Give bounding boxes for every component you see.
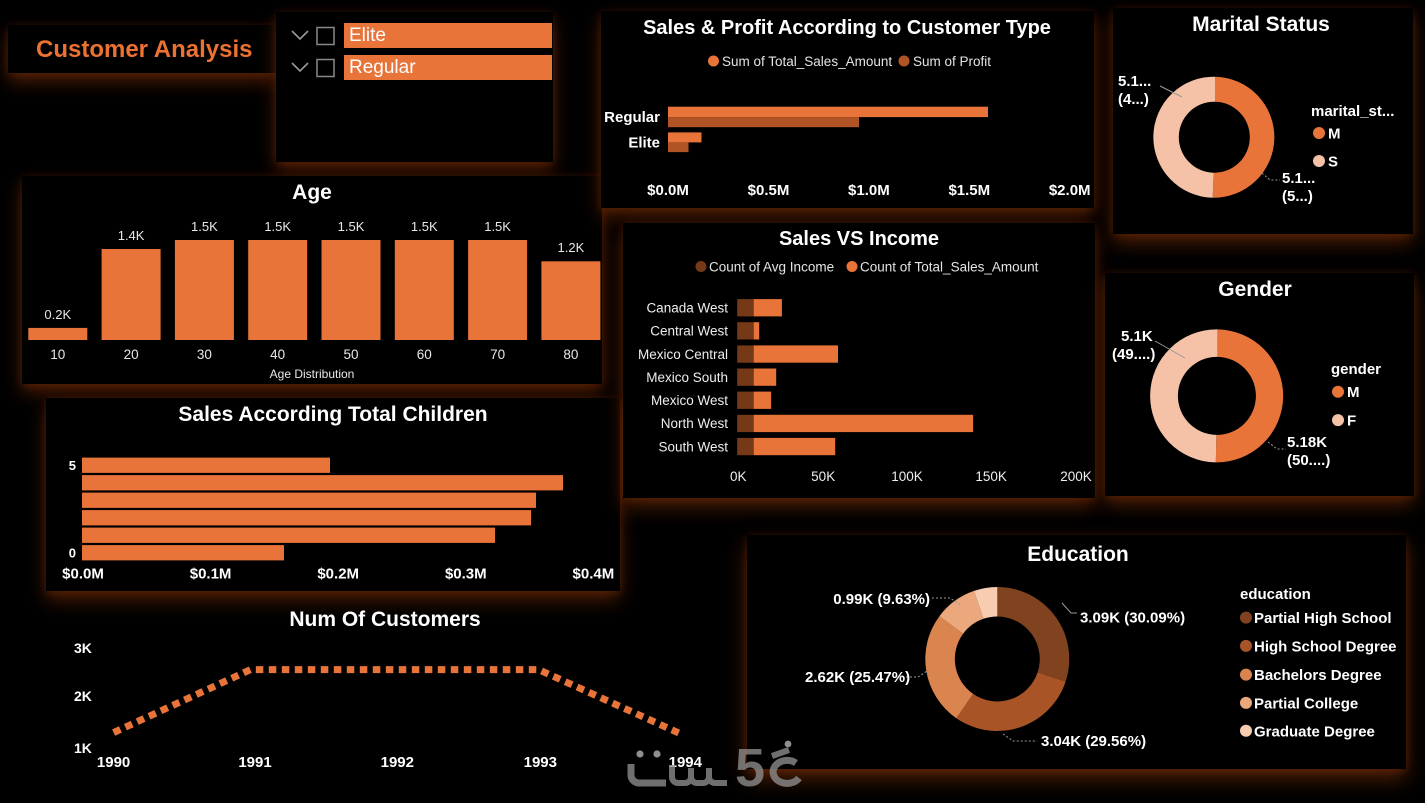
svg-text:3.09K (30.09%): 3.09K (30.09%) — [1080, 610, 1185, 627]
svg-text:Count of Total_Sales_Amount: Count of Total_Sales_Amount — [860, 260, 1039, 275]
svg-text:Count of Avg Income: Count of Avg Income — [709, 260, 834, 275]
svg-text:$1.5M: $1.5M — [948, 182, 990, 199]
svg-text:30: 30 — [197, 347, 212, 362]
svg-text:Sum of Total_Sales_Amount: Sum of Total_Sales_Amount — [722, 54, 892, 69]
svg-text:0.99K (9.63%): 0.99K (9.63%) — [833, 591, 930, 608]
svg-text:80: 80 — [563, 347, 578, 362]
svg-text:$0.5M: $0.5M — [748, 182, 790, 199]
svg-text:0.2K: 0.2K — [44, 307, 71, 322]
svg-text:High School Degree: High School Degree — [1254, 639, 1397, 656]
svg-text:200K: 200K — [1060, 469, 1092, 484]
svg-text:100K: 100K — [891, 469, 923, 484]
svg-text:Mexico West: Mexico West — [651, 393, 728, 408]
svg-text:$2.0M: $2.0M — [1049, 182, 1091, 199]
svg-text:Age Distribution: Age Distribution — [270, 367, 355, 381]
svg-text:gender: gender — [1331, 361, 1381, 378]
svg-text:40: 40 — [270, 347, 285, 362]
svg-text:M: M — [1328, 126, 1341, 143]
svg-text:1.5K: 1.5K — [191, 219, 218, 234]
svg-text:Elite: Elite — [628, 135, 660, 152]
svg-text:2K: 2K — [74, 688, 92, 704]
svg-text:Bachelors Degree: Bachelors Degree — [1254, 667, 1382, 684]
svg-text:(5...): (5...) — [1282, 188, 1313, 205]
svg-text:1.5K: 1.5K — [484, 219, 511, 234]
svg-text:Regular: Regular — [604, 109, 660, 126]
svg-text:5.18K: 5.18K — [1287, 434, 1327, 451]
svg-text:$1.0M: $1.0M — [848, 182, 890, 199]
svg-text:1K: 1K — [74, 740, 92, 756]
svg-text:1994: 1994 — [669, 754, 703, 771]
svg-text:3.04K (29.56%): 3.04K (29.56%) — [1041, 733, 1146, 750]
svg-text:M: M — [1347, 384, 1360, 401]
svg-text:Mexico Central: Mexico Central — [638, 347, 728, 362]
svg-text:1993: 1993 — [524, 754, 557, 771]
svg-text:Mexico South: Mexico South — [646, 370, 728, 385]
svg-text:2.62K (25.47%): 2.62K (25.47%) — [805, 669, 910, 686]
svg-text:S: S — [1328, 154, 1338, 171]
svg-text:$0.1M: $0.1M — [190, 566, 232, 583]
svg-text:1.5K: 1.5K — [338, 219, 365, 234]
svg-text:Sum of Profit: Sum of Profit — [913, 54, 991, 69]
svg-text:50K: 50K — [811, 469, 835, 484]
svg-text:5: 5 — [69, 458, 76, 473]
svg-text:education: education — [1240, 586, 1311, 603]
svg-text:1.4K: 1.4K — [118, 228, 145, 243]
svg-text:$0.2M: $0.2M — [317, 566, 359, 583]
svg-text:1.2K: 1.2K — [558, 240, 585, 255]
svg-text:(49....): (49....) — [1112, 346, 1155, 363]
svg-text:0: 0 — [69, 546, 76, 561]
svg-text:Partial High School: Partial High School — [1254, 610, 1392, 627]
svg-text:$0.0M: $0.0M — [62, 566, 104, 583]
svg-text:Graduate Degree: Graduate Degree — [1254, 724, 1375, 741]
svg-text:1.5K: 1.5K — [264, 219, 291, 234]
svg-text:South West: South West — [658, 439, 728, 454]
svg-text:Central West: Central West — [650, 324, 728, 339]
svg-text:North West: North West — [661, 416, 729, 431]
svg-text:1991: 1991 — [238, 754, 271, 771]
svg-text:60: 60 — [417, 347, 432, 362]
svg-text:marital_st...: marital_st... — [1311, 103, 1394, 120]
svg-text:Partial College: Partial College — [1254, 696, 1358, 713]
svg-text:(50....): (50....) — [1287, 452, 1330, 469]
svg-text:50: 50 — [343, 347, 358, 362]
svg-text:Canada West: Canada West — [646, 301, 728, 316]
svg-text:70: 70 — [490, 347, 505, 362]
svg-text:20: 20 — [124, 347, 139, 362]
svg-text:5: 5 — [735, 738, 765, 798]
svg-text:3K: 3K — [74, 640, 92, 656]
svg-text:F: F — [1347, 413, 1356, 430]
svg-text:0K: 0K — [730, 469, 747, 484]
svg-text:5.1...: 5.1... — [1118, 73, 1151, 90]
svg-text:$0.4M: $0.4M — [573, 566, 615, 583]
svg-text:1990: 1990 — [97, 754, 130, 771]
svg-text:1.5K: 1.5K — [411, 219, 438, 234]
svg-text:(4...): (4...) — [1118, 91, 1149, 108]
svg-text:5.1...: 5.1... — [1282, 170, 1315, 187]
svg-text:1992: 1992 — [381, 754, 414, 771]
svg-text:10: 10 — [50, 347, 65, 362]
svg-text:150K: 150K — [975, 469, 1007, 484]
svg-text:$0.3M: $0.3M — [445, 566, 487, 583]
svg-text:$0.0M: $0.0M — [647, 182, 689, 199]
svg-text:5.1K: 5.1K — [1121, 328, 1153, 345]
